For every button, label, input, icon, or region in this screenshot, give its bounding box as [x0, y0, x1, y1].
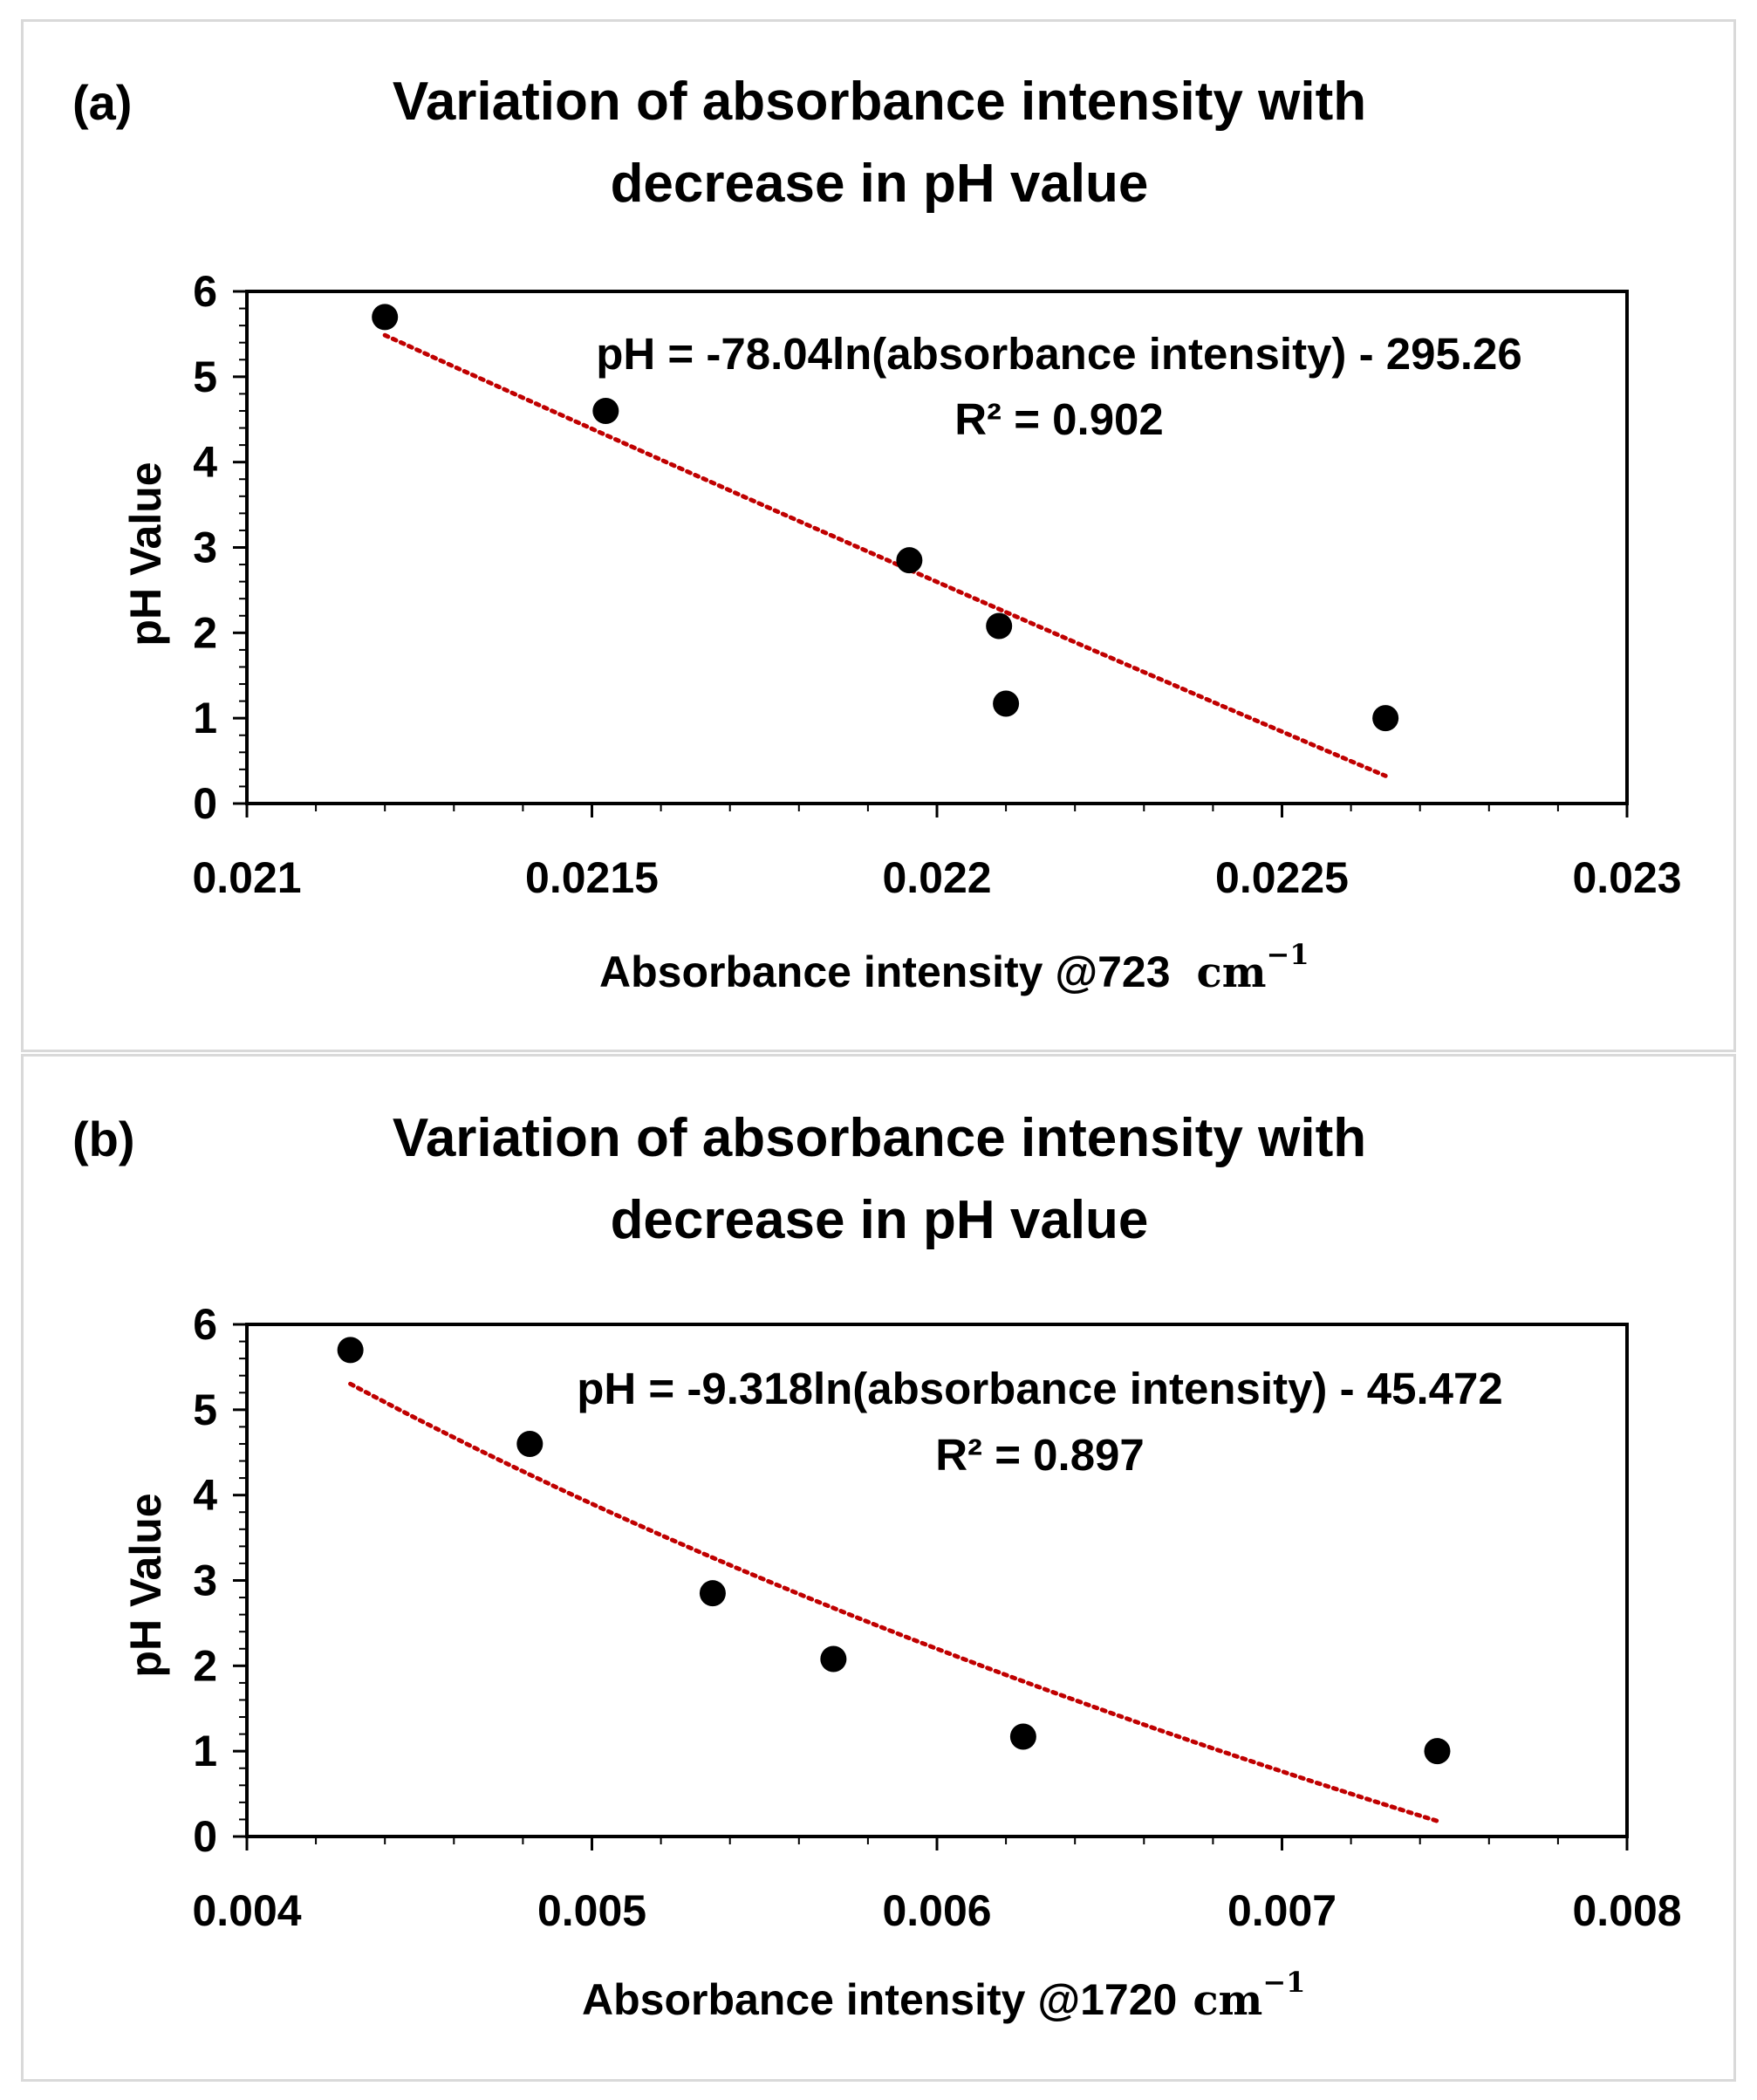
- y-tick-label-b: 6: [193, 1300, 217, 1349]
- y-tick-label-a: 4: [193, 438, 217, 487]
- x-tick-label-a: 0.021: [192, 853, 301, 902]
- x-tick-label-b: 0.007: [1227, 1886, 1337, 1935]
- y-tick-label-a: 5: [193, 352, 217, 401]
- panel-label-b: (b): [72, 1112, 135, 1166]
- data-point-b-5: [1009, 1723, 1036, 1750]
- trendline-a: [382, 332, 1388, 778]
- y-axis-label-a: pH Value: [121, 462, 170, 646]
- chart-title-line2-a: decrease in pH value: [611, 154, 1149, 214]
- y-tick-label-b: 0: [193, 1812, 217, 1861]
- y-tick-label-a: 0: [193, 779, 217, 828]
- data-point-a-1: [372, 304, 399, 331]
- chart-panel-a: 0 1 2 3 4 5 6 0.021 0.0215 0.022 0.0225 0.023 (a) V…: [21, 19, 1736, 1052]
- panel-label-a: (a): [72, 75, 132, 130]
- x-tick-label-a: 0.0225: [1215, 853, 1349, 902]
- x-tick-label-b: 0.005: [537, 1886, 646, 1935]
- x-tick-label-a: 0.023: [1572, 853, 1681, 902]
- x-tick-label-b: 0.004: [192, 1886, 301, 1935]
- y-tick-label-a: 3: [193, 523, 217, 572]
- y-tick-label-b: 2: [193, 1641, 217, 1690]
- data-point-a-5: [993, 690, 1020, 717]
- chart-panel-b: 0 1 2 3 4 5 6 0.004 0.005 0.006 0.007 0.008 (b) Var…: [21, 1054, 1736, 2082]
- chart-title-line2-b: decrease in pH value: [611, 1190, 1149, 1250]
- x-tick-label-b: 0.006: [882, 1886, 991, 1935]
- plot-area-b: 0 1 2 3 4 5 6 0.004 0.005 0.006 0.007 0.008: [192, 1300, 1681, 1935]
- data-point-b-4: [820, 1645, 847, 1672]
- data-point-a-4: [986, 612, 1013, 640]
- chart-svg-a: 0 1 2 3 4 5 6 0.021 0.0215 0.022 0.0225 0.023 (a) V…: [72, 72, 1682, 997]
- trendline-equation-b: pH = -9.318ln(absorbance intensity) - 45…: [577, 1364, 1502, 1413]
- plot-area-a: 0 1 2 3 4 5 6 0.021 0.0215 0.022 0.0225 0.023: [192, 267, 1681, 902]
- data-point-a-3: [896, 547, 923, 574]
- data-point-b-6: [1424, 1738, 1451, 1765]
- data-point-b-2: [516, 1430, 544, 1457]
- data-point-a-2: [592, 397, 619, 424]
- y-tick-label-a: 1: [193, 694, 217, 742]
- y-tick-label-a: 2: [193, 608, 217, 657]
- x-tick-label-b: 0.008: [1572, 1886, 1681, 1935]
- y-axis-label-b: pH Value: [121, 1493, 170, 1677]
- x-axis-label-b: Absorbance intensity @1720 cm−1: [582, 1966, 1305, 2025]
- chart-title-line1-a: Variation of absorbance intensity with: [393, 72, 1366, 132]
- data-point-a-6: [1372, 705, 1399, 732]
- y-tick-label-b: 5: [193, 1385, 217, 1434]
- r-squared-b: R² = 0.897: [935, 1430, 1145, 1480]
- trendline-equation-a: pH = -78.04ln(absorbance intensity) - 29…: [596, 329, 1521, 379]
- y-tick-label-b: 4: [193, 1471, 217, 1520]
- y-tick-label-b: 1: [193, 1727, 217, 1775]
- y-tick-label-b: 3: [193, 1556, 217, 1605]
- r-squared-a: R² = 0.902: [954, 394, 1164, 444]
- data-point-b-1: [337, 1337, 364, 1364]
- chart-title-line1-b: Variation of absorbance intensity with: [393, 1108, 1366, 1168]
- chart-svg-b: 0 1 2 3 4 5 6 0.004 0.005 0.006 0.007 0.008 (b) Var…: [72, 1108, 1682, 2025]
- x-tick-label-a: 0.0215: [525, 853, 659, 902]
- x-axis-label-a: Absorbance intensity @723 cm−1: [599, 938, 1309, 997]
- y-tick-label-a: 6: [193, 267, 217, 316]
- x-tick-label-a: 0.022: [882, 853, 991, 902]
- trendline-b: [348, 1381, 1439, 1823]
- data-point-b-3: [699, 1580, 726, 1607]
